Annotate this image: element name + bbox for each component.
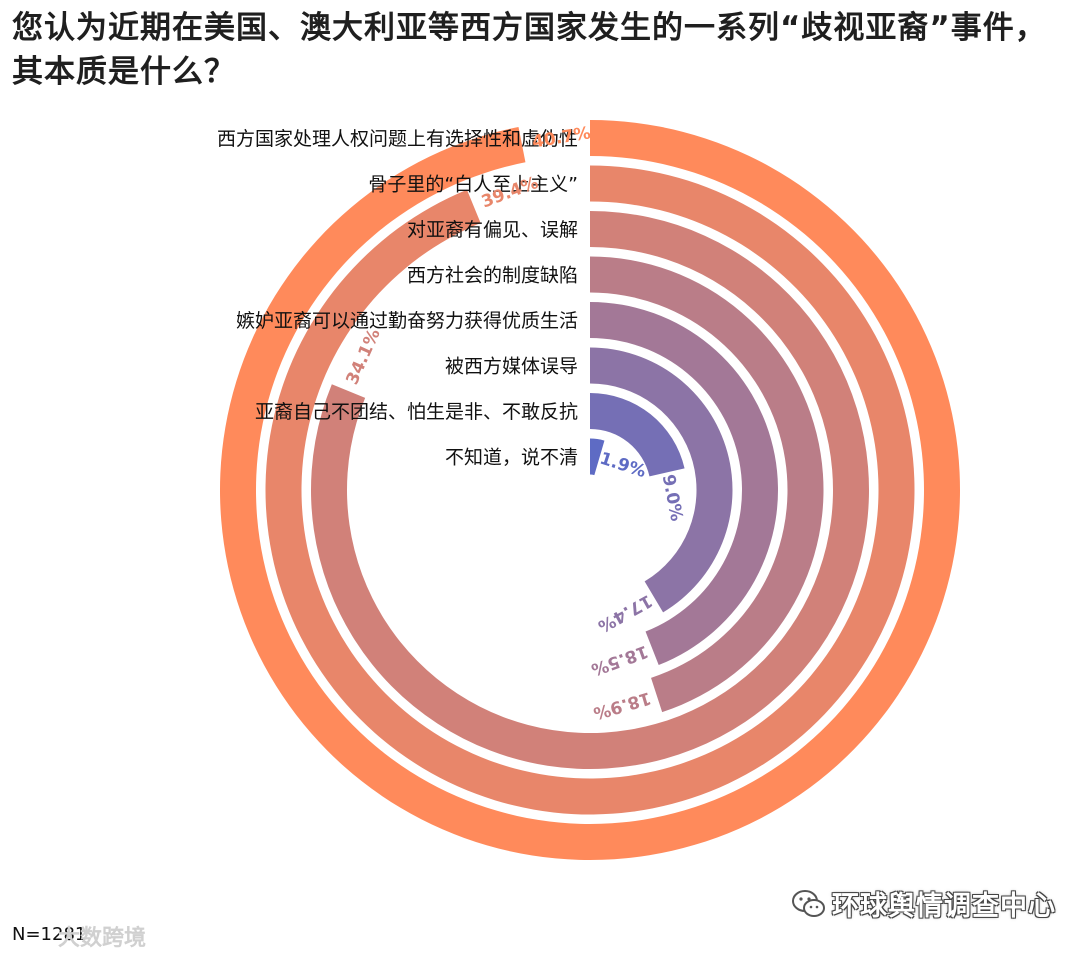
bar-7	[590, 393, 685, 477]
category-label-1: 西方国家处理人权问题上有选择性和虚伪性	[217, 128, 578, 150]
value-label-6: 17.4%	[594, 590, 655, 636]
value-label-4: 18.9%	[591, 687, 653, 723]
category-label-4: 西方社会的制度缺陷	[407, 265, 578, 287]
watermark-text: 大数跨境	[58, 926, 147, 951]
category-label-5: 嫉妒亚裔可以通过勤奋努力获得优质生活	[236, 310, 578, 332]
sample-size: N=1281	[12, 924, 87, 945]
page-title: 您认为近期在美国、澳大利亚等西方国家发生的一系列“歧视亚裔”事件，其本质是什么？	[12, 10, 1047, 90]
bar-4	[590, 256, 824, 713]
bar-8	[590, 438, 605, 476]
category-label-3: 对亚裔有偏见、误解	[407, 219, 578, 241]
bar-6	[590, 347, 733, 613]
category-label-7: 亚裔自己不团结、怕生是非、不敢反抗	[255, 401, 578, 423]
value-label-7: 9.0%	[658, 473, 687, 523]
category-label-2: 骨子里的“白人至上主义”	[368, 174, 578, 196]
bar-5	[590, 302, 779, 666]
value-label-3: 34.1%	[342, 326, 384, 388]
bar-3	[310, 211, 870, 769]
category-label-6: 被西方媒体误导	[445, 356, 578, 378]
bars-group	[219, 120, 960, 860]
wechat-icon	[792, 889, 825, 917]
labels-group: 西方国家处理人权问题上有选择性和虚伪性40.7%骨子里的“白人至上主义”39.4…	[217, 123, 686, 723]
brand-name: 环球舆情调查中心	[832, 891, 1056, 922]
category-label-8: 不知道，说不清	[445, 447, 578, 469]
brand-badge: 环球舆情调查中心	[792, 884, 1056, 923]
value-label-5: 18.5%	[588, 641, 650, 680]
